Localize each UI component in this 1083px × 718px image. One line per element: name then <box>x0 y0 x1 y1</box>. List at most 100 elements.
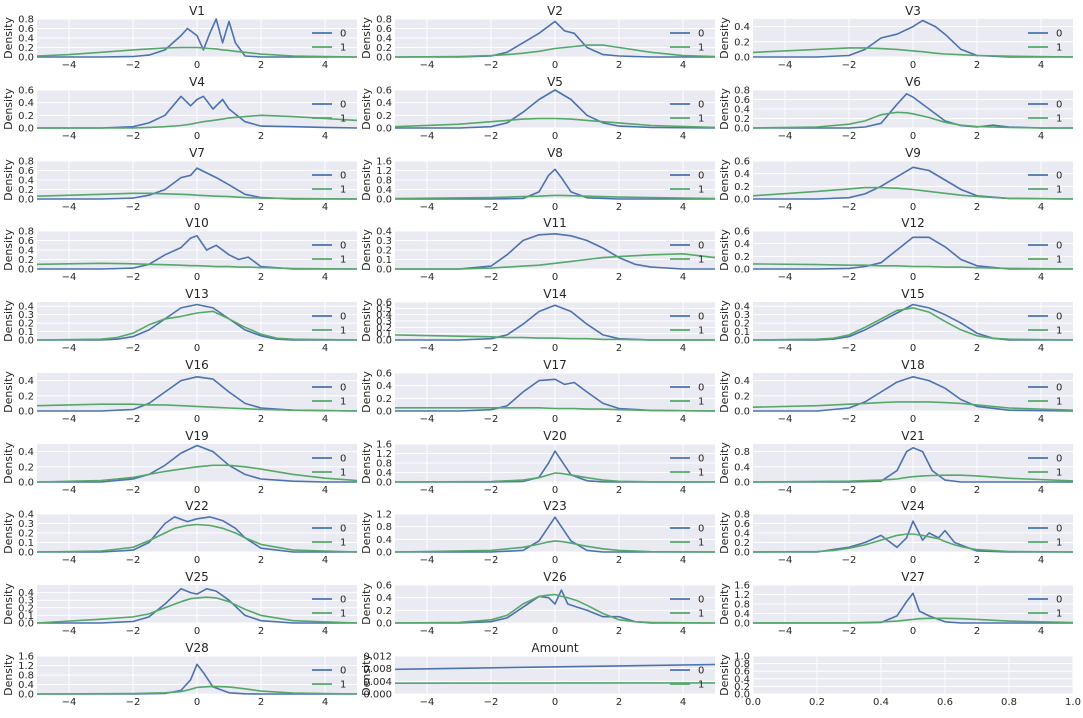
x-tick-label: 4 <box>680 626 686 637</box>
y-tick-label: 0.2 <box>734 182 750 193</box>
y-axis-label: Density <box>718 229 731 271</box>
y-tick-label: 0.2 <box>18 529 34 540</box>
legend-label-0: 0 <box>1056 100 1062 111</box>
y-tick-label: 0.1 <box>734 327 750 338</box>
subplot-title: V20 <box>543 429 566 443</box>
y-tick-label: 0.1 <box>18 327 34 338</box>
x-tick-label: −2 <box>842 202 857 213</box>
x-tick-label: −2 <box>842 60 857 71</box>
legend-label-1: 1 <box>698 255 704 266</box>
x-tick-label: −4 <box>62 697 77 708</box>
x-tick-label: 0 <box>552 272 558 283</box>
y-tick-label: 0.0 <box>18 690 34 701</box>
x-tick-label: 4 <box>322 697 328 708</box>
y-tick-label: 0.4 <box>376 535 392 546</box>
density-line-0 <box>753 19 1073 58</box>
density-line-0 <box>753 303 1073 341</box>
y-tick-label: 0.2 <box>18 603 34 614</box>
y-tick-label: 0.012 <box>363 652 392 663</box>
legend-label-1: 1 <box>340 43 346 54</box>
x-tick-label: 4 <box>680 60 686 71</box>
plot-area <box>753 656 1073 694</box>
y-tick-label: 0.0 <box>376 407 392 418</box>
x-tick-label: 4 <box>680 131 686 142</box>
density-line-1 <box>36 523 358 553</box>
density-line-0 <box>753 236 1073 270</box>
x-tick-label: 4 <box>322 272 328 283</box>
y-axis-label: Density <box>360 512 373 554</box>
y-tick-label: 0.4 <box>734 302 750 313</box>
subplot-title: V26 <box>543 570 566 584</box>
legend-label-0: 0 <box>340 171 346 182</box>
x-tick-label: 4 <box>1038 485 1044 496</box>
x-tick-label: −4 <box>62 626 77 637</box>
density-line-0 <box>394 663 716 671</box>
x-tick-label: −2 <box>842 414 857 425</box>
x-tick-label: 4 <box>680 697 686 708</box>
y-axis-label: Density <box>718 442 731 484</box>
subplot-v20: V20 0.00.40.81.21.6 −4 −2 0 2 4 Density 0 1 <box>360 429 716 496</box>
x-tick-label: 2 <box>616 555 622 566</box>
x-tick-label: −2 <box>126 60 141 71</box>
y-tick-label: 0.4 <box>734 376 750 387</box>
legend-label-1: 1 <box>698 538 704 549</box>
x-tick-label: 0 <box>194 202 200 213</box>
x-tick-label: 4 <box>322 485 328 496</box>
x-tick-label: −2 <box>484 485 499 496</box>
y-tick-label: 0.4 <box>18 588 34 599</box>
density-line-1 <box>36 403 358 412</box>
x-tick-label: 4 <box>680 343 686 354</box>
x-tick-label: 0.8 <box>1001 697 1017 708</box>
density-line-1 <box>752 533 1074 553</box>
density-line-0 <box>753 93 1073 129</box>
y-tick-label: 0.0 <box>734 478 750 489</box>
x-tick-label: −2 <box>126 485 141 496</box>
x-tick-label: 4 <box>322 414 328 425</box>
y-tick-label: 0.004 <box>363 677 392 688</box>
y-tick-label: 1.2 <box>18 661 34 672</box>
x-tick-label: 2 <box>616 485 622 496</box>
y-tick-label: 0.4 <box>734 609 750 620</box>
x-tick-label: −2 <box>842 343 857 354</box>
x-tick-label: 2 <box>258 131 264 142</box>
legend-label-0: 0 <box>1056 171 1062 182</box>
y-tick-label: 0.0 <box>376 53 392 64</box>
subplot-title: V24 <box>901 499 924 513</box>
x-tick-label: 0.4 <box>873 697 889 708</box>
density-line-1 <box>36 262 358 270</box>
density-line-1 <box>36 310 358 341</box>
y-tick-label: 0.6 <box>734 227 750 238</box>
x-tick-label: 2 <box>974 626 980 637</box>
x-tick-label: 0 <box>552 555 558 566</box>
legend-label-0: 0 <box>698 383 704 394</box>
density-line-0 <box>753 446 1073 483</box>
legend-label-1: 1 <box>1056 185 1062 196</box>
subplot-v25: V25 0.00.10.20.30.4 −4 −2 0 2 4 Density 0 1 <box>2 570 358 637</box>
y-tick-label: 0.0 <box>18 265 34 276</box>
x-tick-label: 2 <box>616 202 622 213</box>
y-axis-label: Density <box>2 229 15 271</box>
subplot-title: V19 <box>185 429 208 443</box>
subplot-v17: V17 0.0 0.2 0.40.6 −4 −2 0 2 4 Density 0 1 <box>360 358 716 425</box>
legend-label-1: 1 <box>1056 397 1062 408</box>
subplot-title: V23 <box>543 499 566 513</box>
y-tick-label: 0.8 <box>734 86 750 97</box>
x-tick-label: 4 <box>1038 131 1044 142</box>
x-tick-label: −4 <box>420 555 435 566</box>
legend-label-1: 1 <box>698 114 704 125</box>
y-tick-label: 0.4 <box>376 593 392 604</box>
subplot-v18: V18 0.0 0.2 0.4 −4 −2 0 2 4 Density 0 1 <box>718 358 1074 425</box>
density-line-1 <box>394 44 716 58</box>
x-tick-label: 0 <box>194 414 200 425</box>
y-tick-label: 0.0 <box>734 690 750 701</box>
y-axis-label: Density <box>718 300 731 342</box>
subplot-v2: V2 0.00.20.40.60.8 −4 −2 0 2 4 Density 0 1 <box>360 4 716 71</box>
y-axis-label: Density <box>2 300 15 342</box>
subplot-v28: V28 0.00.40.81.21.6 −4 −2 0 2 4 Density 0 1 <box>2 641 358 708</box>
x-tick-label: 4 <box>680 272 686 283</box>
y-tick-label: 0.4 <box>734 462 750 473</box>
y-tick-label: 0.8 <box>18 157 34 168</box>
y-tick-label: 1.6 <box>376 157 392 168</box>
y-axis-label: Density <box>718 512 731 554</box>
legend-label-0: 0 <box>340 383 346 394</box>
